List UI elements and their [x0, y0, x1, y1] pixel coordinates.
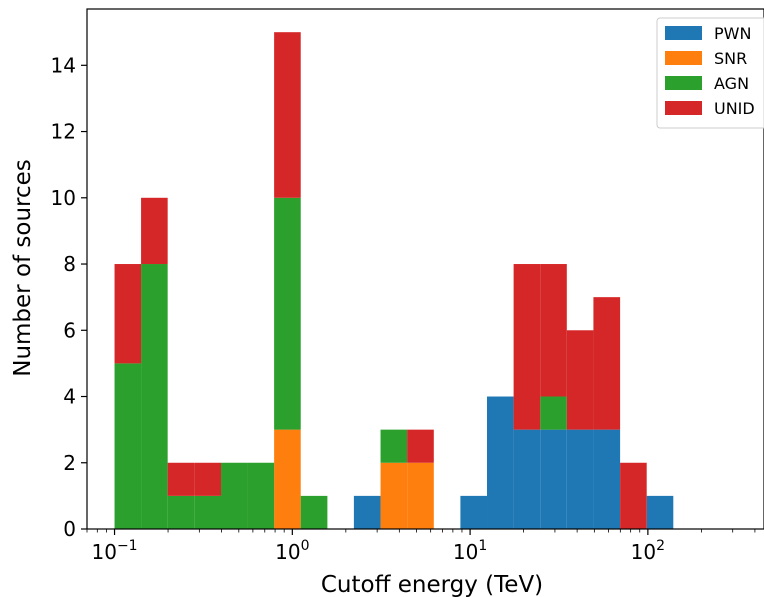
- y-tick-label: 8: [63, 252, 76, 276]
- bar-agn-bin-5: [247, 462, 275, 529]
- y-tick-label: 14: [51, 53, 76, 77]
- bar-unid-bin-3: [194, 462, 221, 496]
- y-axis-title: Number of sources: [10, 159, 36, 377]
- y-tick-label: 10: [51, 186, 76, 210]
- bar-unid-bin-16: [540, 264, 567, 397]
- bar-agn-bin-2: [167, 495, 195, 529]
- bar-agn-bin-1: [141, 264, 168, 529]
- x-axis-title: Cutoff energy (TeV): [321, 572, 543, 597]
- bar-snr-bin-10: [380, 462, 408, 529]
- axes-layer: 0 2 4 6 8 10 12 14 10−1 100 101 102: [51, 8, 764, 564]
- x-tick-label: 101: [453, 538, 487, 564]
- bar-unid-bin-15: [513, 264, 541, 430]
- y-tick-label: 6: [63, 318, 76, 342]
- bar-agn-bin-10: [380, 429, 408, 463]
- bar-agn-bin-16: [540, 396, 567, 430]
- bar-pwn-bin-15: [513, 429, 541, 529]
- legend-box: [656, 17, 764, 129]
- bar-unid-bin-0: [114, 264, 142, 364]
- bar-pwn-bin-16: [540, 429, 567, 529]
- bar-unid-bin-19: [620, 462, 647, 529]
- bar-unid-bin-1: [141, 197, 168, 265]
- bar-snr-bin-6: [274, 429, 301, 529]
- bar-pwn-bin-9: [353, 495, 381, 529]
- bar-pwn-bin-13: [460, 495, 488, 529]
- legend-label-agn: AGN: [714, 74, 749, 93]
- bar-agn-bin-6: [274, 197, 301, 430]
- bar-unid-bin-6: [274, 32, 301, 198]
- bar-pwn-bin-14: [487, 396, 514, 529]
- y-tick-label: 2: [63, 451, 76, 475]
- bar-agn-bin-7: [300, 495, 328, 529]
- bar-unid-bin-11: [407, 429, 434, 463]
- legend-swatch-pwn: [665, 26, 702, 40]
- y-tick-label: 4: [63, 385, 76, 409]
- bars-layer: [114, 32, 674, 529]
- legend-swatch-snr: [665, 51, 702, 65]
- x-tick-label: 100: [275, 538, 309, 564]
- bar-agn-bin-4: [220, 462, 248, 529]
- legend: PWN SNR AGN UNID: [656, 17, 764, 129]
- legend-label-pwn: PWN: [714, 24, 751, 43]
- bar-unid-bin-17: [566, 330, 594, 430]
- bar-agn-bin-0: [114, 363, 142, 529]
- legend-label-unid: UNID: [714, 99, 755, 118]
- y-tick-label: 0: [63, 517, 76, 541]
- legend-swatch-agn: [665, 76, 702, 90]
- x-tick-label: 10−1: [91, 538, 137, 564]
- legend-swatch-unid: [665, 101, 702, 115]
- bar-pwn-bin-17: [566, 429, 594, 529]
- bar-pwn-bin-20: [646, 495, 674, 529]
- legend-label-snr: SNR: [714, 49, 747, 68]
- x-tick-label: 102: [631, 538, 665, 564]
- plot-frame: [86, 8, 764, 530]
- y-tick-label: 12: [51, 120, 76, 144]
- bar-unid-bin-18: [593, 297, 621, 430]
- bar-pwn-bin-18: [593, 429, 621, 529]
- bar-unid-bin-2: [167, 462, 195, 496]
- bar-agn-bin-3: [194, 495, 221, 529]
- bar-snr-bin-11: [407, 462, 434, 529]
